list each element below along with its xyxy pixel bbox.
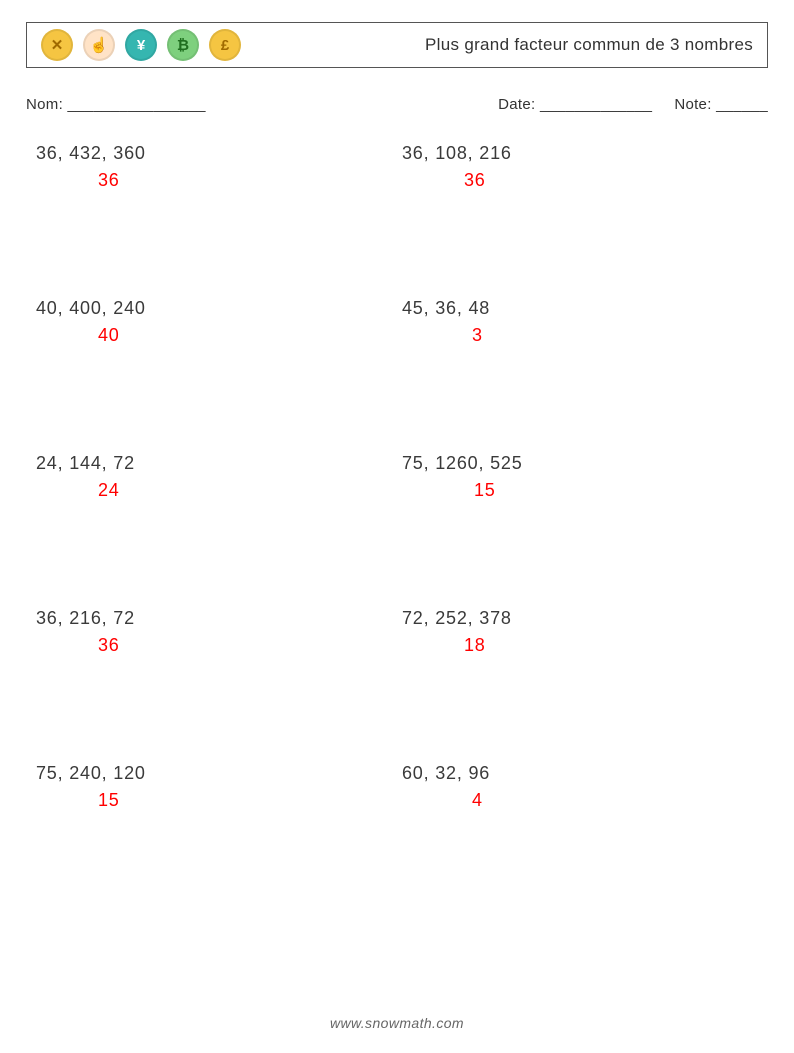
name-blank: ________________ [68,96,206,113]
problem: 24, 144, 72 24 [36,453,402,608]
date-label: Date: [498,96,535,113]
header-icons: ✕ ☝ ¥ ₿ £ [41,29,241,61]
problem-numbers: 36, 216, 72 [36,608,402,629]
problem: 36, 108, 216 36 [402,143,768,298]
problem-answer: 40 [36,325,402,346]
problem-numbers: 24, 144, 72 [36,453,402,474]
bitcoin-icon: ₿ [167,29,199,61]
yen-icon: ¥ [125,29,157,61]
name-field: Nom: ________________ [26,96,206,113]
xrp-icon: ✕ [41,29,73,61]
problem-numbers: 75, 240, 120 [36,763,402,784]
problem: 45, 36, 48 3 [402,298,768,453]
note-label: Note: [674,96,711,113]
date-blank: _____________ [540,96,652,113]
problem: 72, 252, 378 18 [402,608,768,763]
problems-grid: 36, 432, 3603636, 108, 2163640, 400, 240… [26,143,768,918]
finger-icon: ☝ [83,29,115,61]
problem-answer: 3 [402,325,768,346]
pound-icon: £ [209,29,241,61]
name-label: Nom: [26,96,63,113]
problem-answer: 15 [36,790,402,811]
problem-numbers: 40, 400, 240 [36,298,402,319]
problem-answer: 36 [36,635,402,656]
problem-answer: 36 [402,170,768,191]
problem: 36, 432, 360 36 [36,143,402,298]
problem-answer: 15 [402,480,768,501]
problem-numbers: 72, 252, 378 [402,608,768,629]
problem: 60, 32, 96 4 [402,763,768,918]
header: ✕ ☝ ¥ ₿ £ Plus grand facteur commun de 3 nom… [26,22,768,68]
problem-numbers: 60, 32, 96 [402,763,768,784]
note-blank: ______ [716,96,768,113]
note-field: Note: ______ [674,96,768,113]
problem-answer: 36 [36,170,402,191]
problem: 36, 216, 72 36 [36,608,402,763]
problem: 75, 240, 120 15 [36,763,402,918]
problem-numbers: 75, 1260, 525 [402,453,768,474]
worksheet-title: Plus grand facteur commun de 3 nombres [425,35,753,55]
problem-numbers: 36, 432, 360 [36,143,402,164]
problem: 75, 1260, 525 15 [402,453,768,608]
problem-numbers: 45, 36, 48 [402,298,768,319]
problem-numbers: 36, 108, 216 [402,143,768,164]
info-row: Nom: ________________ Date: ____________… [26,96,768,113]
problem-answer: 4 [402,790,768,811]
date-field: Date: _____________ [498,96,652,113]
problem-answer: 18 [402,635,768,656]
problem-answer: 24 [36,480,402,501]
problem: 40, 400, 240 40 [36,298,402,453]
footer: www.snowmath.com [0,1015,794,1031]
